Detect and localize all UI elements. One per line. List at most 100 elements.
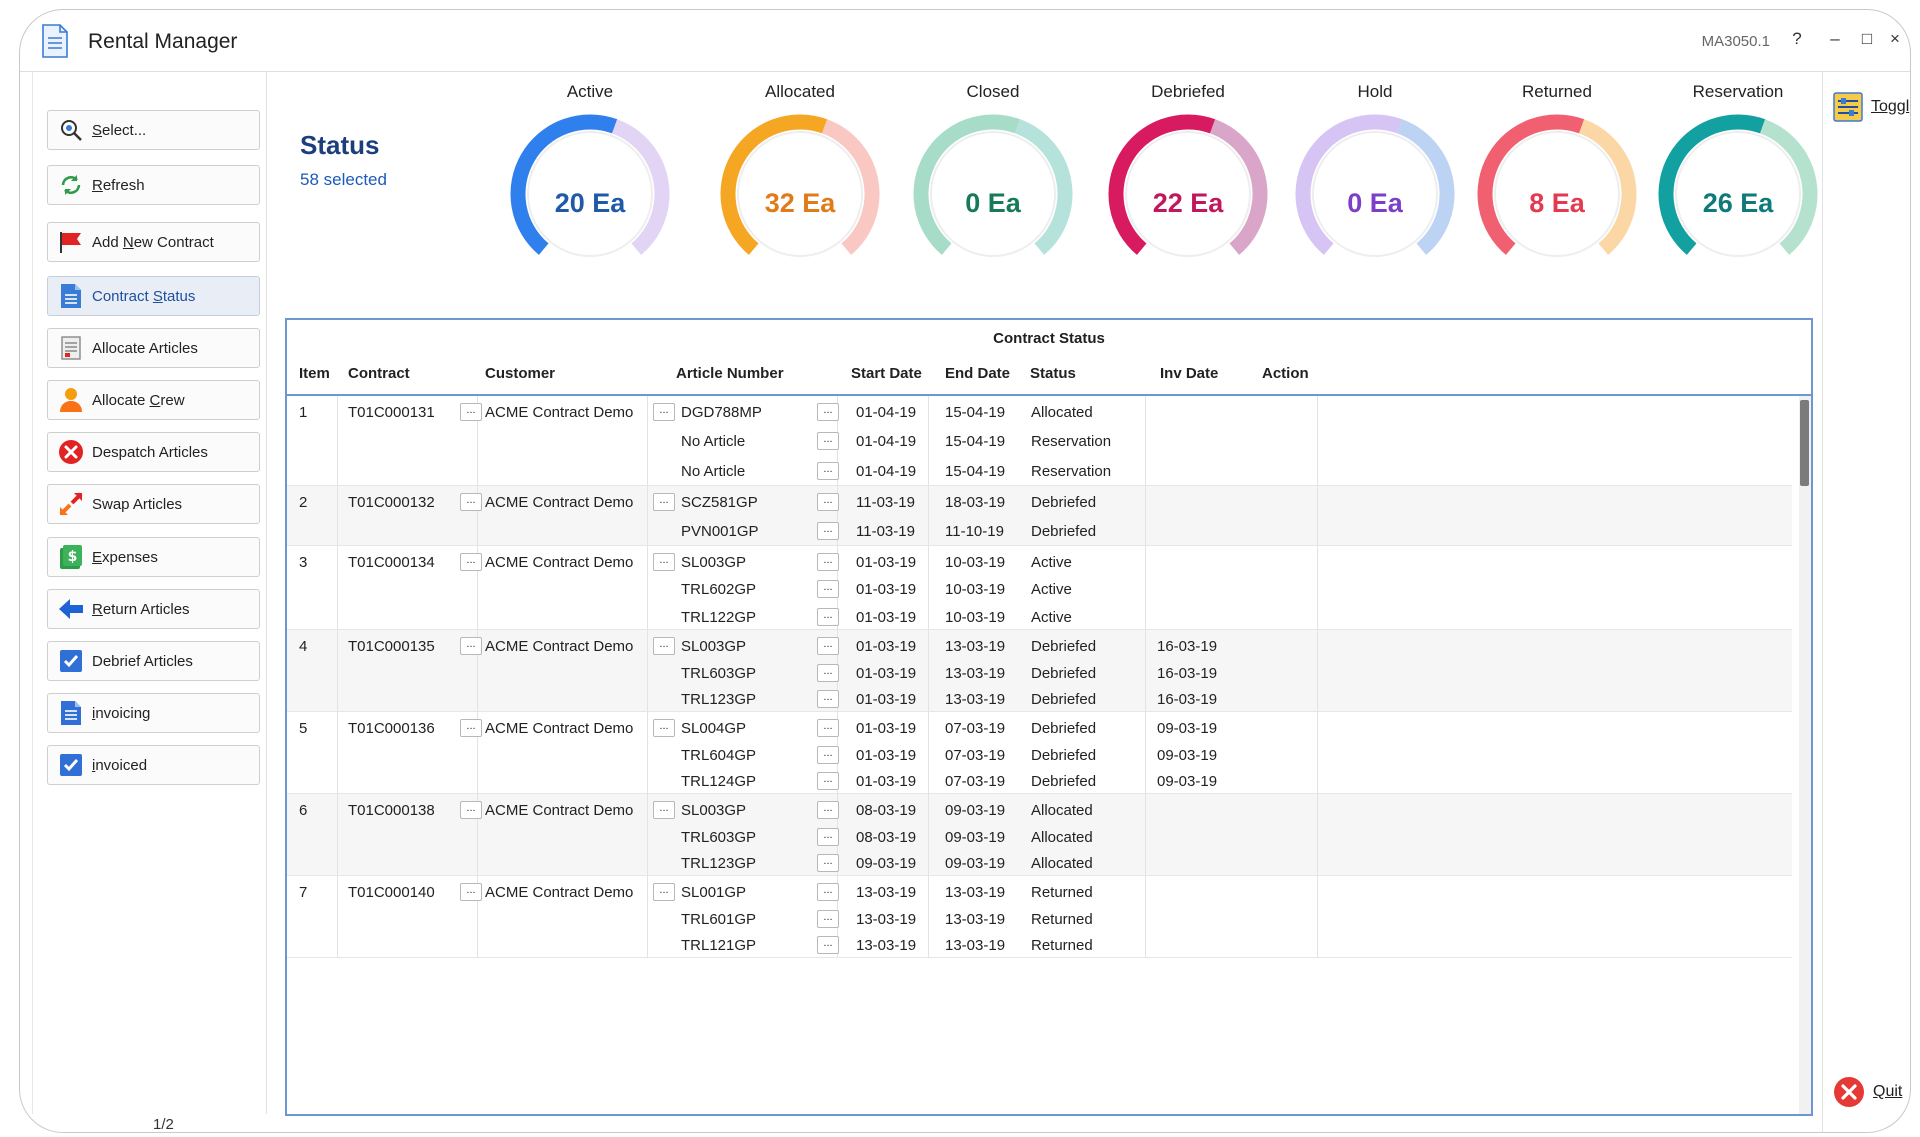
column-divider (647, 486, 648, 545)
gauge-hold[interactable]: Hold 0 Ea (1285, 82, 1465, 274)
article-lookup-button[interactable]: ... (817, 403, 839, 421)
start-date: 01-04-19 (856, 404, 917, 421)
contract-lookup-button[interactable]: ... (460, 801, 482, 819)
column-divider (477, 712, 478, 793)
contract-lookup-button[interactable]: ... (460, 403, 482, 421)
contract-lookup-button[interactable]: ... (460, 553, 482, 571)
return-articles-label: Return Articles (92, 600, 190, 618)
select-button[interactable]: Select... (47, 110, 260, 150)
article-lookup-button[interactable]: ... (817, 936, 839, 955)
article-lookup-button[interactable]: ... (817, 637, 839, 655)
toggle-button[interactable]: Toggl (1833, 92, 1909, 122)
gauge-value: 22 Ea (1152, 188, 1224, 218)
despatch-articles-label: Despatch Articles (92, 443, 208, 461)
customer-lookup-button[interactable]: ... (653, 637, 675, 655)
article-lookup-button[interactable]: ... (817, 772, 839, 791)
gauge-value: 26 Ea (1702, 188, 1774, 218)
end-date: 10-03-19 (945, 554, 1006, 571)
article-lookup-button[interactable]: ... (817, 719, 839, 737)
column-divider (337, 630, 338, 711)
maximize-button[interactable]: □ (1861, 29, 1873, 48)
article-lookup-button[interactable]: ... (817, 461, 839, 480)
article-number: SL003GP (681, 554, 747, 571)
swap-articles-button[interactable]: Swap Articles (47, 484, 260, 524)
column-header-action[interactable]: Action (1262, 365, 1309, 382)
gauge-ring (510, 114, 670, 258)
contract-lookup-button[interactable]: ... (460, 883, 482, 901)
article-lookup-button[interactable]: ... (817, 580, 839, 599)
article-lookup-button[interactable]: ... (817, 745, 839, 764)
gauge-debriefed[interactable]: Debriefed 22 Ea (1098, 82, 1278, 274)
invoicing-button[interactable]: invoicing (47, 693, 260, 733)
article-lookup-button[interactable]: ... (817, 690, 839, 709)
article-lookup-button[interactable]: ... (817, 607, 839, 626)
column-header-customer[interactable]: Customer (485, 365, 556, 382)
article-lookup-button[interactable]: ... (817, 663, 839, 682)
customer-lookup-button[interactable]: ... (653, 403, 675, 421)
refresh-button[interactable]: Refresh (47, 165, 260, 205)
contract-lookup-button[interactable]: ... (460, 637, 482, 655)
invoiced-button[interactable]: invoiced (47, 745, 260, 785)
gauge-label: Closed (966, 82, 1020, 101)
vertical-scrollbar[interactable] (1799, 396, 1811, 1114)
article-lookup-button[interactable]: ... (817, 801, 839, 819)
return-articles-button[interactable]: Return Articles (47, 589, 260, 629)
customer-lookup-button[interactable]: ... (653, 493, 675, 511)
column-divider (337, 712, 338, 793)
contract-lookup-button[interactable]: ... (460, 493, 482, 511)
gauge-active[interactable]: Active 20 Ea (500, 82, 680, 274)
despatch-articles-button[interactable]: Despatch Articles (47, 432, 260, 472)
allocate-articles-button[interactable]: Allocate Articles (47, 328, 260, 368)
column-divider (928, 630, 929, 711)
end-date: 11-10-19 (945, 523, 1004, 540)
gauge-reservation[interactable]: Reservation 26 Ea (1648, 82, 1828, 274)
customer-lookup-button[interactable]: ... (653, 883, 675, 901)
contract-lookup-button[interactable]: ... (460, 719, 482, 737)
article-lookup-button[interactable]: ... (817, 883, 839, 901)
article-lookup-button[interactable]: ... (817, 432, 839, 451)
column-divider (337, 546, 338, 629)
customer-lookup-button[interactable]: ... (653, 801, 675, 819)
expenses-label: Expenses (92, 548, 158, 566)
gauge-closed[interactable]: Closed 0 Ea (903, 82, 1083, 274)
cancel-icon (58, 439, 84, 465)
article-lookup-button[interactable]: ... (817, 493, 839, 511)
article-number: TRL603GP (681, 828, 757, 846)
minimize-button[interactable]: – (1830, 29, 1840, 48)
article-lookup-button[interactable]: ... (817, 854, 839, 873)
customer-lookup-button[interactable]: ... (653, 553, 675, 571)
article-lookup-button[interactable]: ... (817, 522, 839, 540)
column-header-end-date[interactable]: End Date (945, 365, 1011, 382)
column-divider (1317, 486, 1318, 545)
app-window: Rental Manager MA3050.1 ? – □ × 1/2 Sele… (19, 9, 1911, 1133)
debrief-articles-button[interactable]: Debrief Articles (47, 641, 260, 681)
customer-lookup-button[interactable]: ... (653, 719, 675, 737)
column-header-status[interactable]: Status (1030, 365, 1076, 382)
column-divider (1317, 546, 1318, 629)
article-lookup-button[interactable]: ... (817, 553, 839, 571)
scrollbar-thumb[interactable] (1800, 400, 1809, 486)
gauge-allocated[interactable]: Allocated 32 Ea (710, 82, 890, 274)
item-number: 5 (299, 720, 308, 737)
close-button[interactable]: × (1890, 29, 1900, 48)
contract-status-button[interactable]: Contract Status (47, 276, 260, 316)
allocate-crew-button[interactable]: Allocate Crew (47, 380, 260, 420)
column-header-contract[interactable]: Contract (348, 365, 410, 382)
gauge-returned[interactable]: Returned 8 Ea (1467, 82, 1647, 274)
app-title: Rental Manager (88, 30, 238, 53)
quit-button[interactable]: Quit (1833, 1076, 1902, 1108)
expenses-button[interactable]: $ Expenses (47, 537, 260, 577)
column-header-start-date[interactable]: Start Date (851, 365, 922, 382)
article-lookup-button[interactable]: ... (817, 909, 839, 928)
add-new-contract-button[interactable]: Add New Contract (47, 222, 260, 262)
allocate-crew-label: Allocate Crew (92, 391, 185, 409)
article-lookup-button[interactable]: ... (817, 827, 839, 846)
item-number: 4 (299, 638, 308, 655)
column-divider (337, 486, 338, 545)
end-date: 07-03-19 (945, 746, 1006, 764)
column-header-inv-date[interactable]: Inv Date (1160, 365, 1219, 382)
column-header-article-number[interactable]: Article Number (676, 365, 784, 382)
start-date: 01-03-19 (856, 720, 917, 737)
column-header-item[interactable]: Item (299, 365, 330, 382)
help-button[interactable]: ? (1792, 29, 1802, 48)
